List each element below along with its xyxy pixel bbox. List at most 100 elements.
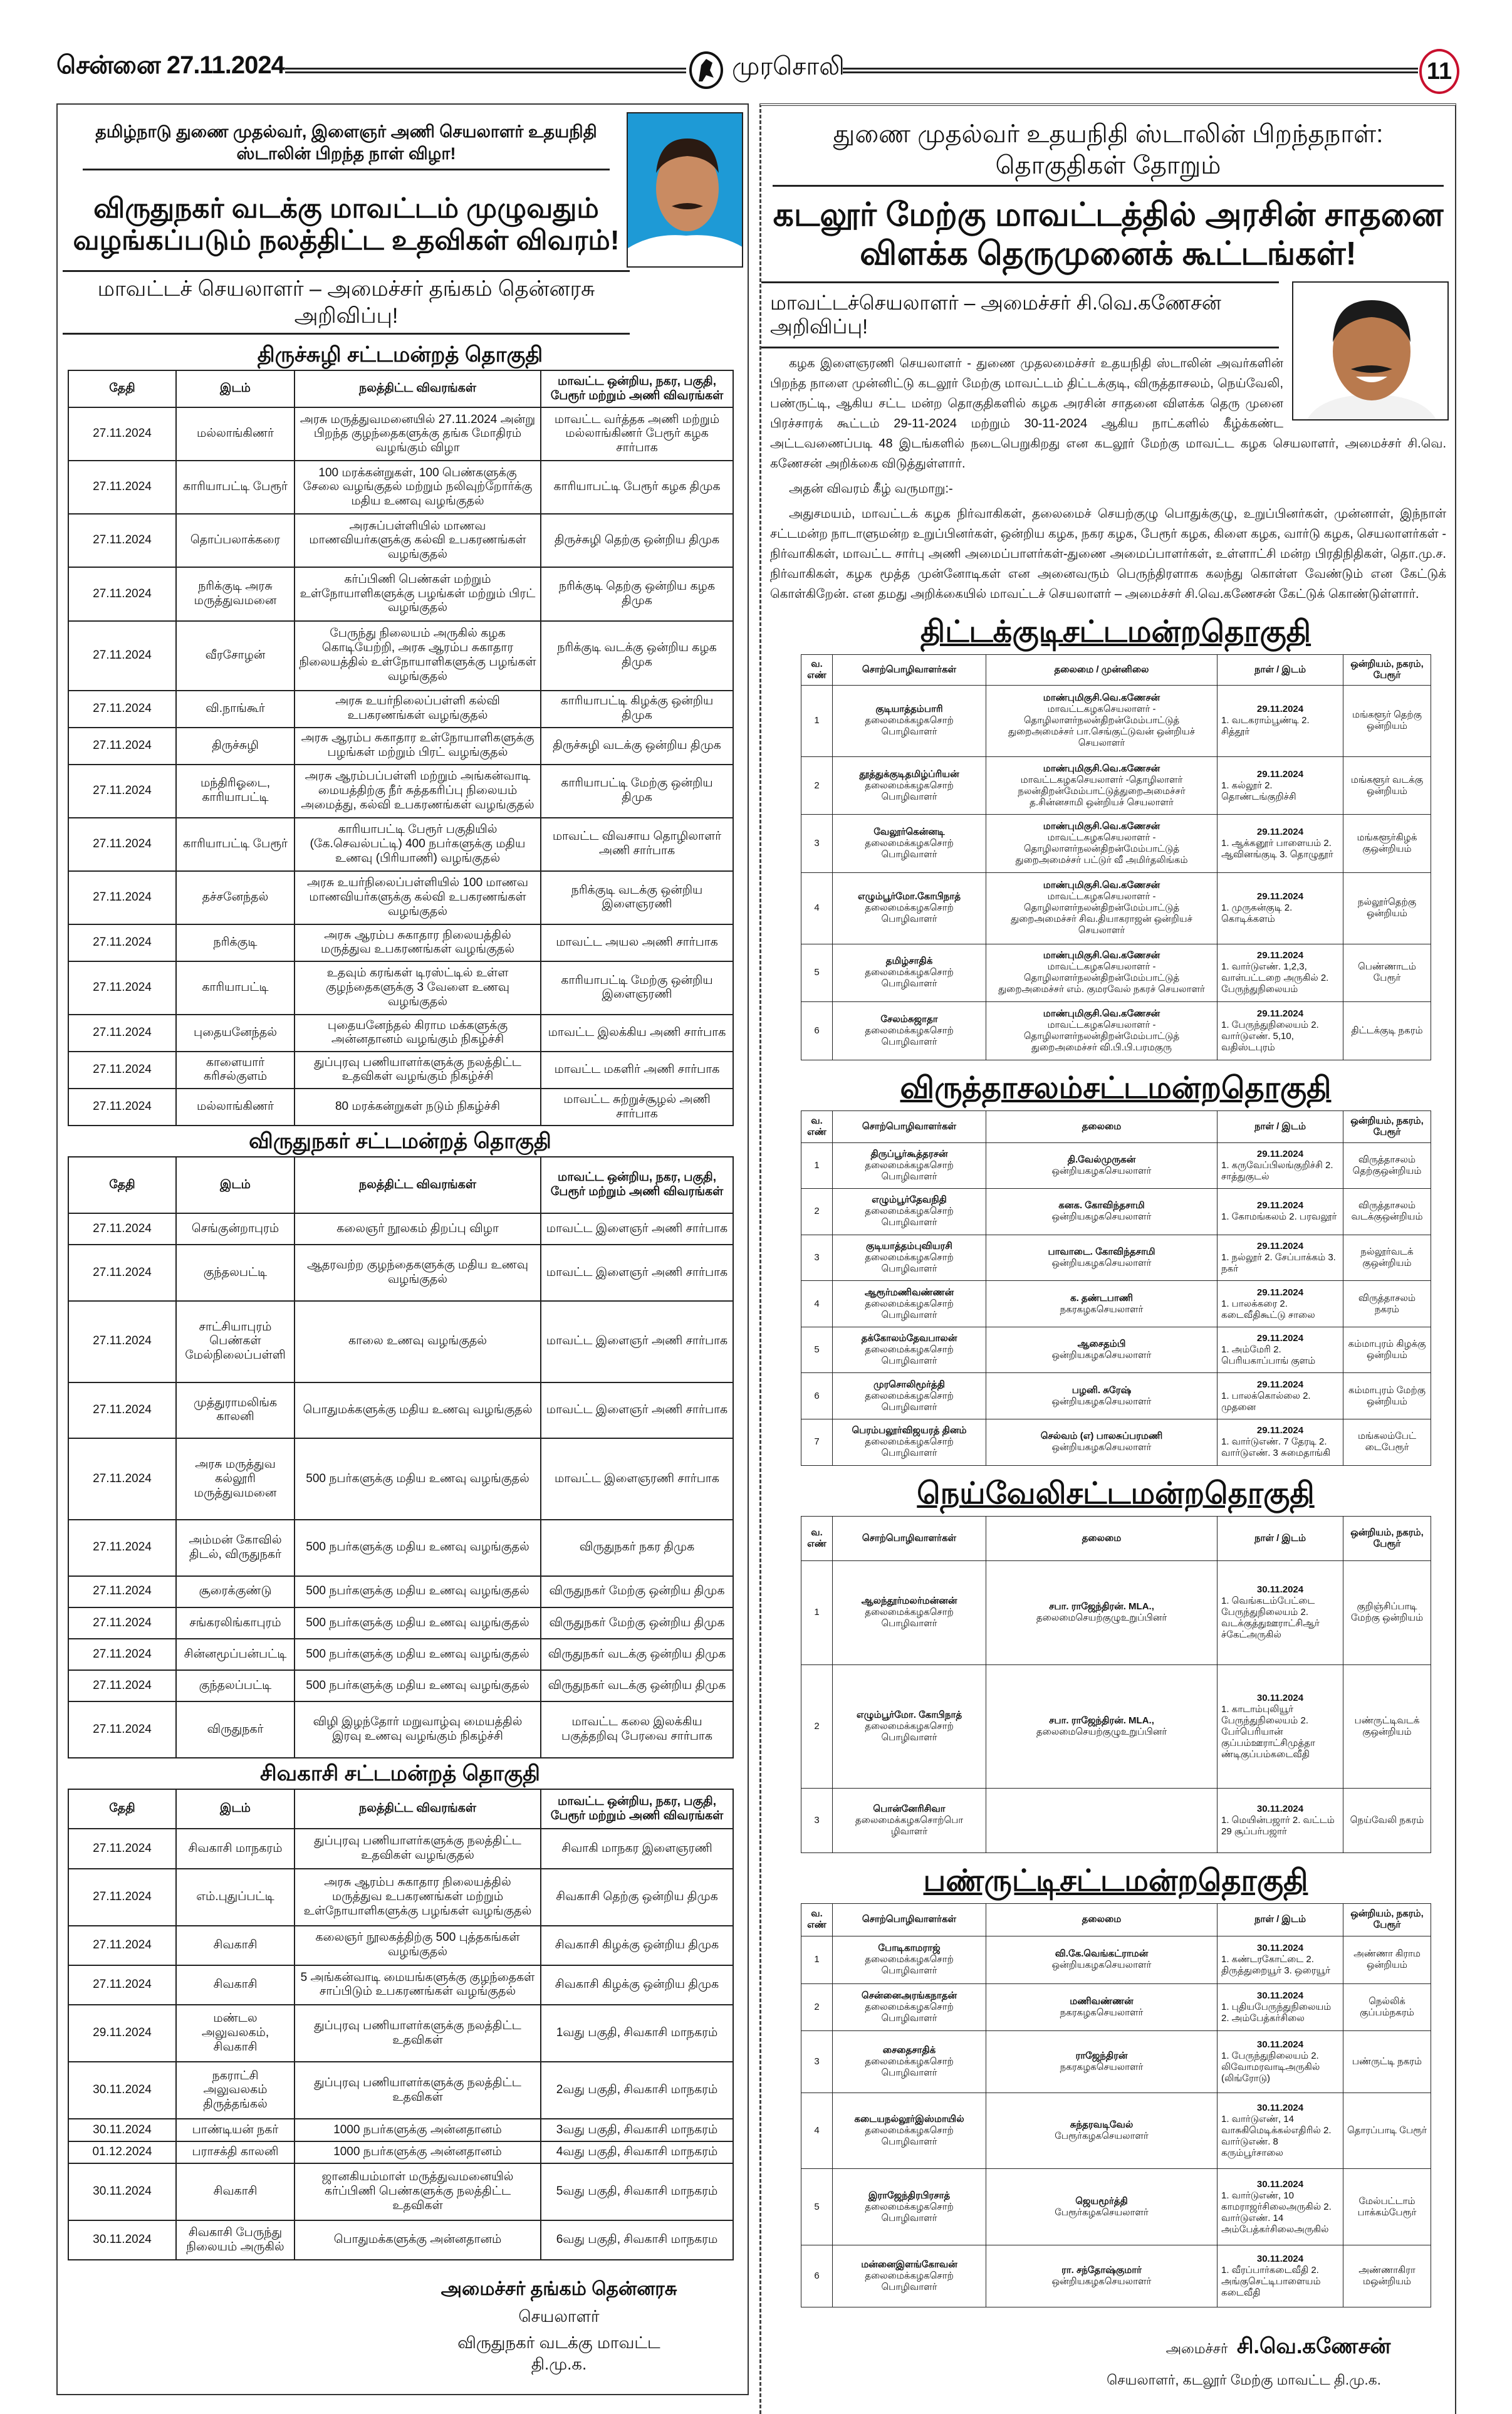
column-header: வ. எண் [801, 1903, 833, 1937]
chair-cell: ஆசைதம்பி ஒன்றியகழகசெயலாளர் [986, 1326, 1217, 1374]
chair-role: ஒன்றியகழகசெயலாளர் [1051, 1211, 1152, 1223]
constituency-title: திருச்சுழி சட்டமன்றத் தொகுதி [257, 343, 543, 367]
welfare-schedule-table: தேதி இடம் நலத்திட்ட விவரங்கள் மாவட்ட ஒன்றிய… [68, 370, 734, 1127]
table-row: 27.11.2024 மல்லாங்கிணர் 80 மரக்கன்றுகள் நட… [68, 1087, 734, 1127]
chair-cell: ரா. சந்தோஷ்குமார் ஒன்றியகழகசெயலாளர் [986, 2244, 1217, 2307]
speaker-name: சேலம்சுஜாதா [880, 1013, 938, 1025]
speaker-name: திருப்பூர்கூத்தரசன் [870, 1148, 948, 1159]
signatory-name: அமைச்சர் தங்கம் தென்னரசு [441, 2279, 677, 2300]
chair-role: ஒன்றியகழகசெயலாளர் [1051, 1396, 1152, 1407]
meeting-date: 29.11.2024 [1256, 826, 1304, 837]
place-cell: முத்துராமலிங்க காலனி [175, 1381, 295, 1440]
column-header: சொற்பொழிவாளர்கள் [832, 1515, 986, 1562]
table-header-row: தேதி இடம் நலத்திட்ட விவரங்கள் மாவட்ட ஒன்றிய… [68, 370, 734, 409]
table-row: 30.11.2024 சிவகாசி பேருந்து நிலையம் அருகி… [68, 2219, 734, 2261]
serial-number: 5 [801, 1326, 833, 1374]
table-row: 2 எழும்பூர்மோ. கோபிநாத் தலைமைக்கழகசொற் பொழ… [801, 1664, 1431, 1789]
constituency-title: திட்டக்குடிசட்டமன்றதொகுதி [920, 615, 1311, 649]
body-paragraph: அதன் விவரம் கீழ் வருமாறு:- [789, 481, 953, 496]
table-row: 27.11.2024 தொப்பலாக்கரை அரசுப்பள்ளியில் மா… [68, 513, 734, 568]
details-cell: அரசுப்பள்ளியில் மாணவ மாணவியர்களுக்கு கல்… [294, 513, 541, 568]
place-cell: தொப்பலாக்கரை [175, 513, 295, 568]
table-row: 27.11.2024 அரசு மருத்துவ கல்லூரி மருத்துவ… [68, 1438, 734, 1520]
date-cell: 27.11.2024 [68, 1244, 177, 1302]
serial-number: 5 [801, 943, 833, 1003]
union-cell: மங்களூர் தெற்கு ஒன்றியம் [1343, 684, 1431, 757]
chair-role: ஒன்றியகழகசெயலாளர் [1051, 2276, 1152, 2287]
speaker-cell: இராஜேந்திரபிரசாத் தலைமைக்கழகசொற் பொழிவாளர… [832, 2168, 986, 2245]
table-row: 27.11.2024 சிவகாசி மாநகரம் துப்புரவு பணியா… [68, 1828, 734, 1869]
speaker-role: தலைமைக்கழகசொற் பொழிவாளர் [865, 2125, 954, 2147]
table-row: 27.11.2024 நரிக்குடி அரசு ஆரம்ப சுகாதார நி… [68, 923, 734, 962]
meeting-places: 1. முருகன்குடி 2. கொடிக்களம் [1221, 902, 1293, 925]
meeting-date: 29.11.2024 [1256, 1241, 1304, 1252]
table-row: 1 ஆலந்தூர்மலர்மன்னன் தலைமைக்கழகசொற் பொழிவா… [801, 1560, 1431, 1665]
chair-role: பேரூர்கழகசெயலாளர் [1055, 2207, 1149, 2218]
details-cell: கர்ப்பிணி பெண்கள் மற்றும் உள்நோயாளிகளுக்… [294, 567, 541, 622]
table-header-row: வ. எண் சொற்பொழிவாளர்கள் தலைமை / முன்னிலை நா… [801, 654, 1431, 686]
welfare-schedule-table: தேதி இடம் நலத்திட்ட விவரங்கள் மாவட்ட ஒன்றிய… [68, 1789, 734, 2261]
speaker-name: வேலூர்கென்னடி [873, 826, 945, 837]
portrait-photo [627, 112, 743, 268]
chair-role: மாவட்டகழகசெயலாளர் - தொழிலாளர்நலன்திறன்மே… [1011, 891, 1192, 936]
details-cell: ஆதரவற்ற குழந்தைகளுக்கு மதிய உணவு வழங்குத… [294, 1244, 541, 1302]
chair-role: நகரகழகசெயலாளர் [1060, 1304, 1144, 1315]
date-cell: 27.11.2024 [68, 1087, 177, 1127]
chair-name: தி.வேல்முருகன் [1067, 1154, 1136, 1165]
union-cell: நெய்வேலி நகரம் [1343, 1787, 1431, 1853]
left-kicker: தமிழ்நாடு துணை முதல்வர், இளைஞர் அணி செயல… [83, 121, 610, 171]
table-header-row: தேதி இடம் நலத்திட்ட விவரங்கள் மாவட்ட ஒன்றிய… [68, 1789, 734, 1830]
table-row: 27.11.2024 தச்சனேந்தல் அரசு உயர்நிலைப்பள்ள… [68, 870, 734, 925]
date-place-cell: 30.11.2024 1. காடாம்புலியூர் பேருந்துநிலை… [1217, 1664, 1343, 1789]
table-row: 27.11.2024 சிவகாசி கலைஞர் நூலகத்திற்கு 500… [68, 1925, 734, 1966]
place-cell: சூரைக்குண்டு [175, 1575, 295, 1608]
serial-number: 2 [801, 756, 833, 815]
signatory-role: செயலாளர் [518, 2307, 600, 2326]
details-cell: 500 நபர்களுக்கு மதிய உணவு வழங்குதல் [294, 1638, 541, 1671]
date-cell: 27.11.2024 [68, 407, 177, 462]
chair-role: நகரகழகசெயலாளர் [1060, 2007, 1144, 2018]
column-header: இடம் [175, 1789, 295, 1830]
column-header: சொற்பொழிவாளர்கள் [832, 654, 986, 686]
speaker-name: ஆலந்தூர்மலர்மன்னன் [861, 1596, 957, 1607]
serial-number: 1 [801, 684, 833, 757]
chair-role: பேரூர்கழகசெயலாளர் [1055, 2131, 1149, 2141]
constituency-section: நெய்வேலிசட்டமன்றதொகுதி வ. எண் சொற்பொழிவாளர… [801, 1475, 1431, 1853]
date-cell: 30.11.2024 [68, 2219, 177, 2261]
chair-cell: வி.கே.வெங்கட்ராமன் ஒன்றியகழகசெயலாளர் [986, 1936, 1217, 1984]
table-row: 30.11.2024 நகராட்சி அலுவலகம் திருத்தங்கல்… [68, 2061, 734, 2120]
date-cell: 27.11.2024 [68, 870, 177, 925]
table-row: 29.11.2024 மண்டல அலுவலகம், சிவகாசி துப்புர… [68, 2004, 734, 2063]
chair-name: க. தண்டபாணி [1070, 1292, 1134, 1304]
page-number: 11 [1419, 49, 1459, 94]
chair-role: மாவட்டகழகசெயலாளர் -தொழிலாளர் நலன்திறன்மே… [1018, 774, 1186, 808]
chair-name: வி.கே.வெங்கட்ராமன் [1055, 1948, 1149, 1960]
chair-name: கனக. கோவிந்தசாமி [1058, 1200, 1145, 1211]
speaker-role: தலைமைக்கழகசொற் பொழிவாளர் [865, 1390, 954, 1413]
union-cell: விருத்தாசலம் தெற்குஒன்றியம் [1343, 1142, 1431, 1189]
chair-role: ஒன்றியகழகசெயலாளர் [1051, 1165, 1152, 1176]
speaker-name: குடியாத்தம்பாரி [875, 704, 943, 715]
chair-role: ஒன்றியகழகசெயலாளர் [1051, 1960, 1152, 1971]
table-row: 2 சென்னைஅரங்கநாதன் தலைமைக்கழகசொற் பொழிவாளர… [801, 1983, 1431, 2032]
serial-number: 4 [801, 2092, 833, 2170]
constituency-title: நெய்வேலிசட்டமன்றதொகுதி [917, 1476, 1315, 1510]
serial-number: 1 [801, 1936, 833, 1984]
place-cell: காரியாபட்டி [175, 960, 295, 1015]
meeting-places: 1. வடகராம்பூண்டி 2. சித்தூர் [1221, 715, 1310, 738]
table-row: 6 மன்னைஇளங்கோவன் தலைமைக்கழகசொற் பொழிவாளர் ர… [801, 2244, 1431, 2307]
meeting-schedule-table: வ. எண் சொற்பொழிவாளர்கள் தலைமை நாள் / இடம் ஒன… [801, 1110, 1431, 1466]
speaker-cell: சென்னைஅரங்கநாதன் தலைமைக்கழகசொற் பொழிவாளர் [832, 1983, 986, 2032]
column-header: தலைமை [986, 1903, 1217, 1937]
right-deck: மாவட்டச்செயலாளர் – அமைச்சர் சி.வெ.கணேசன்… [761, 281, 1279, 348]
place-cell: குந்தலப்பட்டி [175, 1669, 295, 1703]
column-header: சொற்பொழிவாளர்கள் [832, 1903, 986, 1937]
column-header: இடம் [175, 370, 295, 409]
speaker-name: தூத்துக்குடிதமிழ்ப்ரியன் [859, 768, 959, 780]
meeting-date: 29.11.2024 [1256, 704, 1304, 715]
speaker-role: தலைமைக்கழகசொற் பொழிவாளர் [865, 1344, 954, 1367]
date-place-cell: 30.11.2024 1. மெயின்பஜார் 2. வட்டம் 29 சூ… [1217, 1787, 1343, 1853]
announcement-body: கழக இளைஞரணி செயலாளர் - துணை முதலமைச்சர் … [768, 348, 1449, 604]
date-cell: 27.11.2024 [68, 1868, 177, 1926]
serial-number: 5 [801, 2168, 833, 2245]
